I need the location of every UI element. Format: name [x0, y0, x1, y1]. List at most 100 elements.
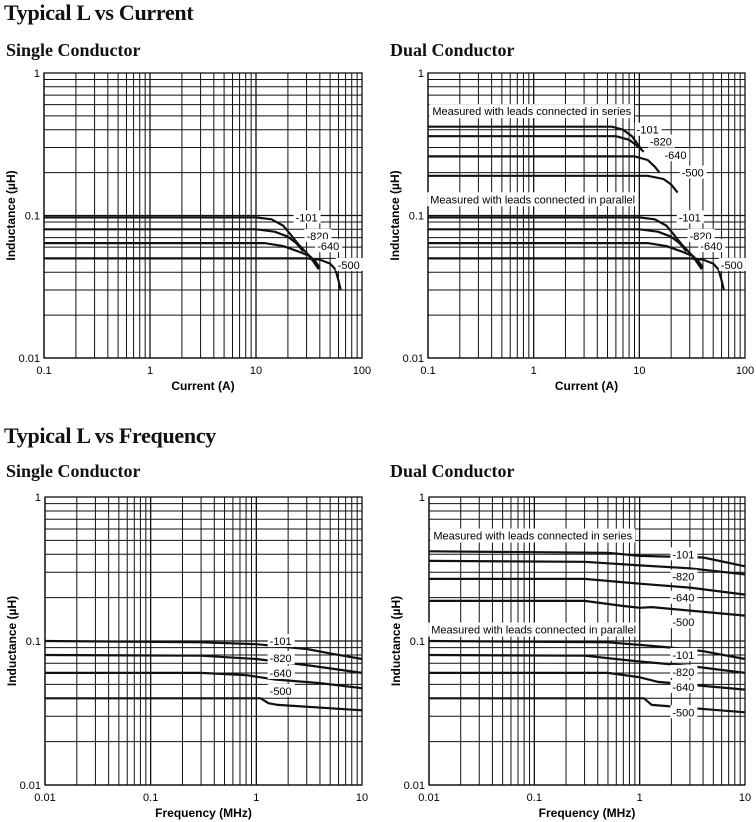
- x-tick-label: 1: [253, 792, 259, 804]
- x-tick-label: 1: [531, 365, 537, 377]
- y-axis-label: Inductance (µH): [5, 596, 19, 686]
- series-line-820: [44, 228, 305, 253]
- series-line-series-101: [428, 550, 746, 568]
- section-title-current: Typical L vs Current: [4, 0, 194, 25]
- series-label-bg: [670, 547, 698, 561]
- series-label-bg: [670, 664, 698, 678]
- series-label-bg: [267, 634, 295, 647]
- x-tick-label: 0.1: [420, 365, 435, 377]
- y-tick-label: 1: [35, 492, 41, 504]
- series-line-series-640: [428, 155, 661, 174]
- series-line-parallel-640: [429, 671, 746, 691]
- series-label: -820: [672, 572, 694, 584]
- x-tick-label: 100: [353, 365, 371, 377]
- series-label-bg: [304, 228, 332, 242]
- series-label-bg: [670, 647, 698, 661]
- annotation-bg: [430, 528, 636, 543]
- annotation-text: Measured with leads connected in paralle…: [430, 194, 635, 206]
- series-label-bg: [670, 705, 698, 719]
- series-label: -820: [270, 653, 292, 665]
- annotation-bg: [429, 104, 635, 119]
- annotation-bg: [428, 622, 640, 637]
- series-line-parallel-640: [428, 242, 704, 269]
- subtitle-single-frequency: Single Conductor: [6, 461, 141, 481]
- y-axis-label: Inductance (µH): [389, 596, 403, 686]
- x-tick-label: 100: [736, 365, 754, 377]
- series-label: -500: [721, 260, 743, 272]
- x-tick-label: 0.01: [34, 792, 55, 804]
- series-line-640: [45, 671, 363, 690]
- series-line-parallel-500: [428, 257, 725, 291]
- series-line-series-500: [428, 174, 679, 194]
- y-tick-label: 1: [418, 68, 424, 80]
- y-tick-label: 0.1: [410, 636, 425, 648]
- plot-frame: [43, 72, 363, 359]
- series-line-820: [44, 653, 363, 674]
- series-label: -101: [296, 212, 318, 224]
- series-label: -101: [672, 650, 694, 662]
- series-label-bg: [647, 134, 675, 148]
- x-tick-label: 0.1: [36, 365, 51, 377]
- series-line-parallel-101: [428, 216, 703, 270]
- x-tick-label: 10: [739, 792, 751, 804]
- series-label-bg: [679, 165, 707, 179]
- series-label-bg: [676, 210, 704, 224]
- series-label-bg: [670, 569, 698, 583]
- series-label-bg: [687, 228, 715, 242]
- y-tick-label: 0.1: [25, 211, 40, 223]
- annotation-text: Measured with leads connected in paralle…: [431, 625, 636, 637]
- x-axis-label: Frequency (MHz): [539, 806, 636, 820]
- series-line-parallel-820: [428, 653, 746, 674]
- series-line-500: [44, 257, 342, 291]
- series-label: -500: [672, 617, 694, 629]
- series-line-101: [44, 216, 320, 270]
- x-tick-label: 0.1: [527, 792, 542, 804]
- y-axis-label: Inductance (µH): [388, 170, 402, 260]
- series-label-bg: [335, 257, 363, 271]
- series-line-parallel-820: [428, 228, 688, 253]
- series-label: -500: [672, 707, 694, 719]
- series-label: -101: [672, 549, 694, 561]
- series-label-bg: [267, 665, 295, 679]
- y-tick-label: 0.01: [19, 353, 40, 365]
- y-axis-label: Inductance (µH): [4, 170, 18, 260]
- y-tick-label: 0.1: [26, 636, 41, 648]
- series-label-bg: [267, 683, 295, 697]
- series-line-series-101: [428, 125, 643, 151]
- series-label-bg: [670, 590, 698, 604]
- series-label-bg: [670, 615, 698, 629]
- x-tick-label: 0.01: [418, 792, 439, 804]
- series-label: -101: [679, 212, 701, 224]
- series-label: -640: [317, 241, 339, 253]
- subtitle-dual-frequency: Dual Conductor: [390, 461, 515, 481]
- series-label-bg: [718, 257, 746, 271]
- series-label: -640: [665, 150, 687, 162]
- series-label-bg: [315, 239, 343, 253]
- series-line-640: [44, 242, 321, 269]
- x-axis-label: Current (A): [171, 379, 234, 393]
- series-line-series-820: [428, 559, 746, 576]
- x-tick-label: 1: [147, 365, 153, 377]
- y-tick-label: 0.1: [409, 211, 424, 223]
- series-label: -820: [672, 667, 694, 679]
- x-tick-label: 1: [637, 792, 643, 804]
- y-tick-label: 0.01: [403, 353, 424, 365]
- series-label: -640: [672, 593, 694, 605]
- annotation-text: Measured with leads connected in series: [432, 106, 631, 118]
- series-label-bg: [670, 679, 698, 693]
- x-axis-label: Frequency (MHz): [155, 806, 252, 820]
- series-label-bg: [267, 651, 295, 665]
- series-label: -640: [672, 682, 694, 694]
- series-label: -101: [637, 125, 659, 137]
- series-label-bg: [634, 122, 662, 136]
- series-line-parallel-500: [429, 697, 746, 714]
- series-label: -820: [650, 137, 672, 149]
- annotation-bg: [427, 192, 639, 207]
- series-label: -500: [682, 168, 704, 180]
- series-label: -640: [270, 668, 292, 680]
- y-tick-label: 0.01: [404, 780, 425, 792]
